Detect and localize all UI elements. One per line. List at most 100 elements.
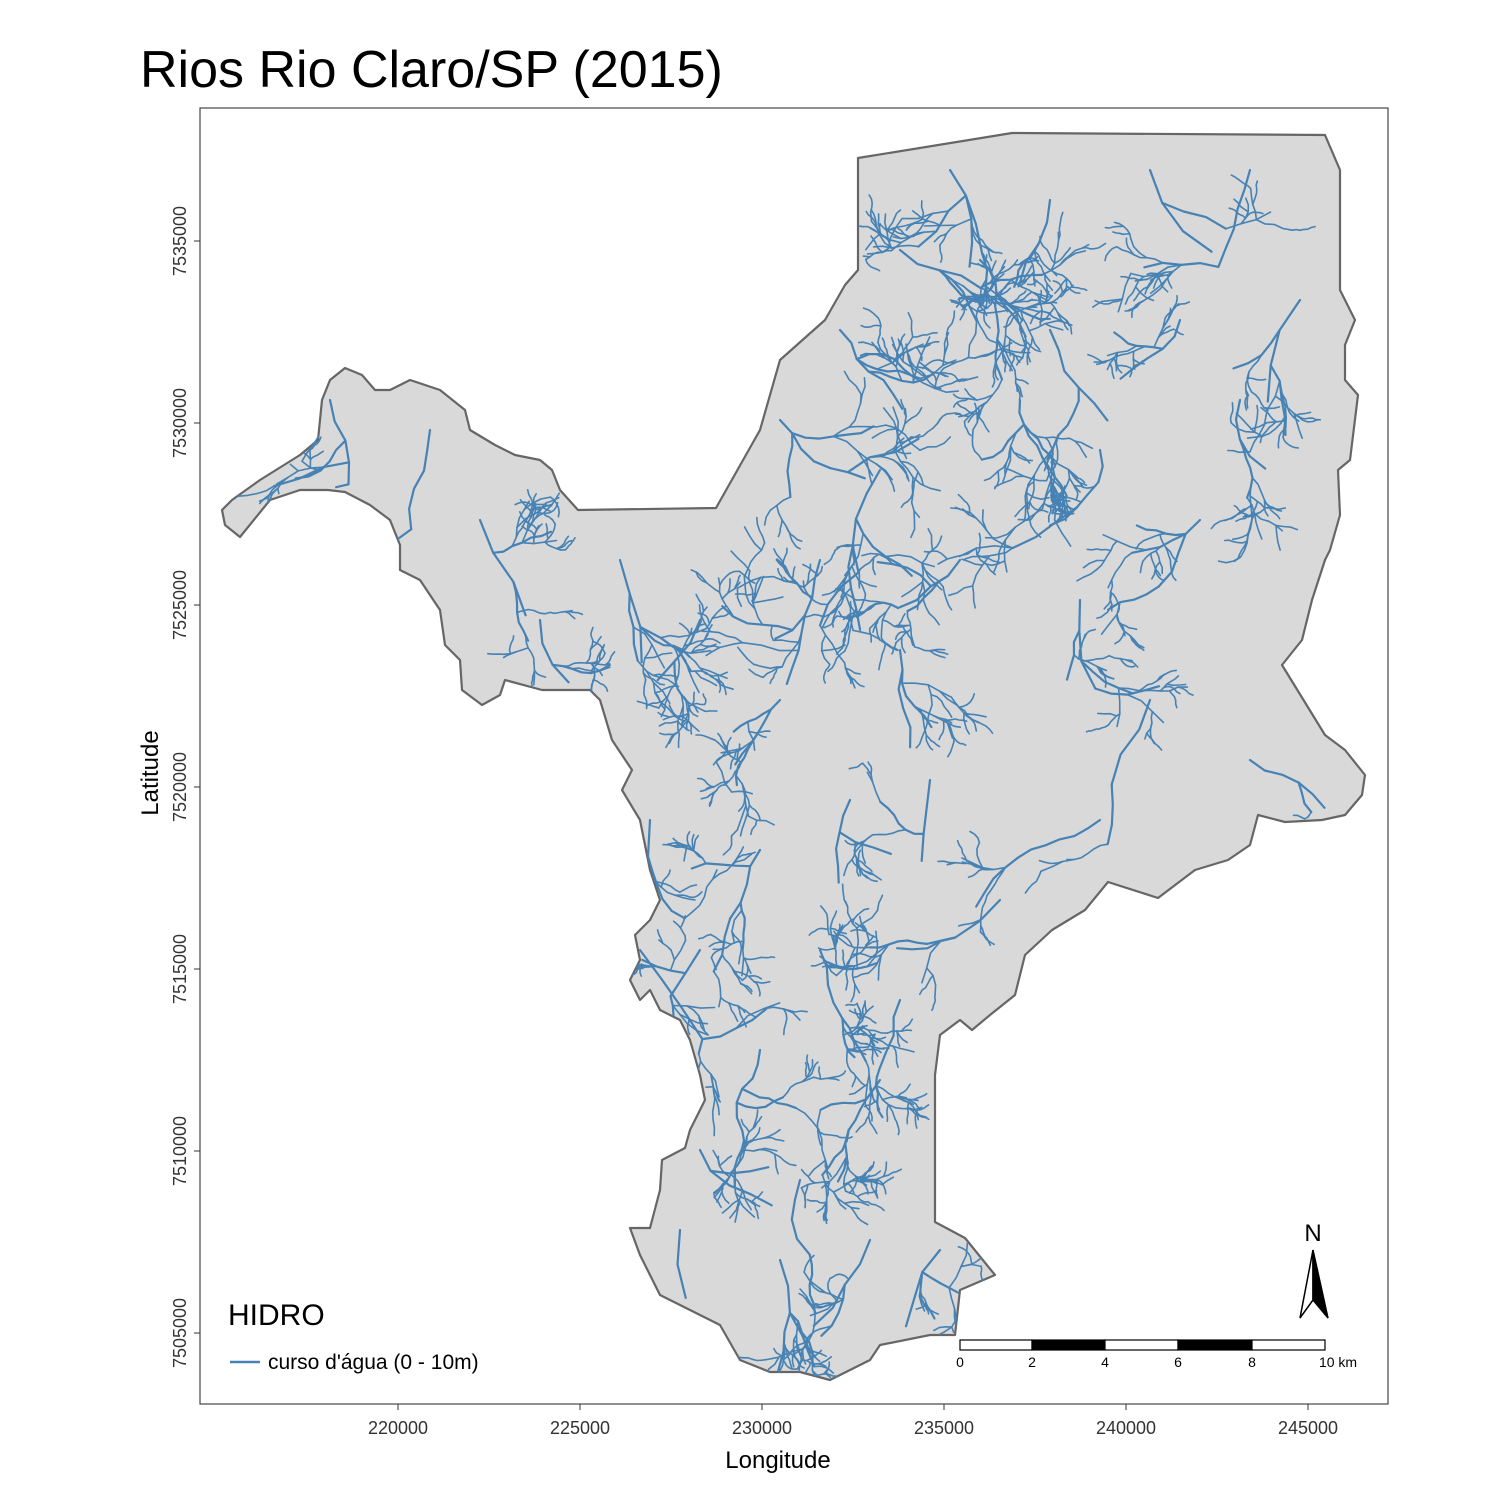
river-segment — [722, 835, 733, 856]
river-segment — [678, 884, 698, 894]
river-segment — [1059, 510, 1075, 515]
river-segment — [893, 624, 911, 628]
river-segment — [1036, 289, 1043, 306]
river-segment — [870, 208, 882, 235]
river-segment — [688, 702, 706, 708]
river-segment — [784, 1347, 793, 1369]
river-segment — [695, 734, 716, 741]
river-segment — [740, 1118, 750, 1133]
river-segment — [858, 553, 880, 571]
y-tick-label: 7530000 — [170, 388, 190, 458]
river-segment — [736, 851, 756, 859]
river-segment — [892, 1045, 915, 1053]
river-segment — [651, 869, 656, 883]
x-tick-label: 225000 — [550, 1418, 610, 1438]
river-segment — [1259, 420, 1277, 444]
river-segment — [842, 592, 858, 601]
river-segment — [1248, 500, 1259, 518]
river-segment — [953, 1307, 957, 1326]
river-segment — [1026, 348, 1030, 366]
river-segment — [749, 819, 758, 836]
river-segment — [812, 1076, 836, 1080]
river-segment — [646, 855, 686, 920]
river-segment — [731, 930, 743, 950]
river-segment — [713, 1185, 724, 1199]
river-segment — [1057, 211, 1064, 241]
river-segment — [712, 1149, 721, 1167]
river-segment — [1049, 454, 1079, 479]
river-segment — [1056, 508, 1071, 514]
river-segment — [820, 1155, 848, 1189]
river-segment — [840, 918, 855, 931]
river-segment — [1085, 727, 1102, 733]
river-segment — [1023, 263, 1034, 280]
river-segment — [921, 359, 941, 370]
river-segment — [486, 652, 506, 656]
river-segment — [712, 970, 722, 1008]
river-segment — [751, 576, 762, 602]
river-segment — [857, 341, 882, 355]
river-segment — [895, 1030, 909, 1044]
river-segment — [1293, 412, 1319, 423]
river-segment — [1263, 506, 1287, 511]
river-segment — [920, 778, 932, 863]
river-segment — [934, 361, 958, 390]
river-segment — [1060, 477, 1071, 497]
river-segment — [942, 333, 949, 367]
river-segment — [643, 678, 648, 710]
river-segment — [590, 662, 604, 677]
river-segment — [864, 1000, 867, 1014]
river-segment — [879, 223, 902, 240]
river-segment — [866, 771, 882, 803]
river-segment — [884, 554, 936, 568]
river-segment — [1167, 273, 1173, 289]
river-segment — [979, 559, 997, 576]
river-segment — [900, 636, 906, 654]
river-segment — [674, 894, 696, 901]
river-segment — [1166, 683, 1187, 687]
river-segment — [728, 848, 762, 920]
river-segment — [769, 667, 778, 685]
river-segment — [698, 1148, 773, 1207]
river-segment — [1119, 657, 1136, 668]
river-segment — [521, 539, 558, 545]
y-tick-label: 7515000 — [170, 934, 190, 1004]
river-segment — [1104, 245, 1118, 262]
river-segment — [753, 980, 771, 984]
river-segment — [1210, 517, 1232, 530]
river-segment — [778, 1258, 805, 1338]
river-segment — [1144, 272, 1159, 295]
river-segment — [931, 993, 937, 1012]
river-segment — [783, 1342, 804, 1361]
river-segment — [1152, 271, 1166, 289]
river-segment — [532, 524, 540, 541]
river-segment — [708, 792, 715, 806]
river-segment — [830, 910, 838, 924]
river-segment — [838, 831, 893, 856]
river-segment — [1033, 250, 1051, 282]
river-segment — [1004, 431, 1017, 475]
river-segment — [891, 343, 913, 368]
river-segment — [838, 933, 853, 947]
river-segment — [899, 340, 905, 363]
river-segment — [1014, 382, 1024, 398]
scale-label: 8 — [1248, 1354, 1256, 1370]
river-segment — [1083, 628, 1097, 640]
river-segment — [700, 789, 718, 800]
river-segment — [782, 547, 788, 565]
river-segment — [950, 1326, 955, 1334]
river-segment — [904, 1248, 942, 1328]
river-segment — [967, 393, 994, 401]
river-segment — [1153, 316, 1167, 349]
river-segment — [1044, 322, 1064, 331]
river-segment — [863, 870, 883, 881]
river-segment — [823, 1180, 828, 1207]
scale-label: 4 — [1101, 1354, 1109, 1370]
river-segment — [1114, 630, 1126, 645]
river-segment — [1277, 426, 1287, 449]
river-segment — [730, 804, 747, 837]
river-segment — [869, 227, 902, 244]
river-segment — [1115, 245, 1148, 259]
river-segment — [849, 1035, 856, 1052]
river-segment — [1004, 334, 1027, 347]
